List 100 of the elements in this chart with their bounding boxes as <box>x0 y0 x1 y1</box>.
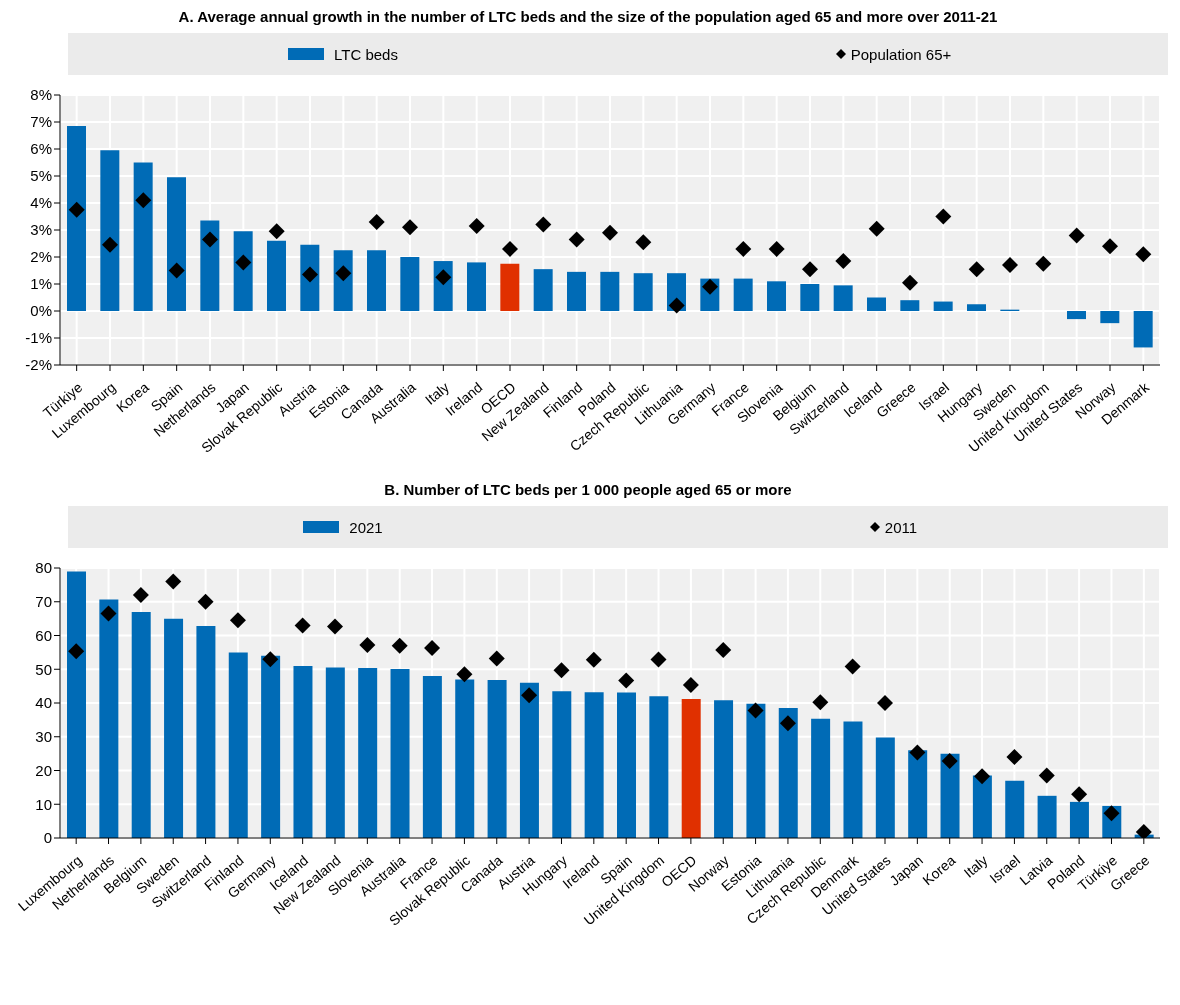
bar <box>196 626 216 838</box>
point <box>197 593 214 610</box>
bar <box>778 708 798 838</box>
point <box>568 231 585 248</box>
bar <box>1005 780 1025 838</box>
point <box>909 744 926 761</box>
point <box>535 216 552 233</box>
bar <box>767 281 786 311</box>
point <box>359 636 376 653</box>
bar <box>617 692 636 838</box>
point <box>424 639 441 656</box>
point <box>735 240 752 257</box>
chart-title: B. Number of LTC beds per 1 000 people aged 65 or more <box>383 481 793 498</box>
point <box>1068 227 1085 244</box>
bar <box>325 667 345 838</box>
bar <box>567 271 586 311</box>
bar <box>487 680 507 838</box>
y-tick-label: 7% <box>30 113 52 131</box>
point <box>902 274 918 291</box>
bar <box>908 750 928 838</box>
bar <box>933 301 953 311</box>
point <box>1135 823 1152 838</box>
point <box>585 651 602 668</box>
bar <box>972 775 992 838</box>
bar <box>467 262 486 311</box>
y-tick-label: 50 <box>35 660 52 678</box>
bar <box>940 753 960 838</box>
bar <box>233 231 253 311</box>
point <box>812 694 829 711</box>
y-tick-label: 3% <box>30 221 52 239</box>
y-tick-label: 1% <box>30 275 52 293</box>
point <box>68 643 85 660</box>
point <box>402 219 418 236</box>
bar <box>900 300 920 311</box>
y-tick-label: 4% <box>30 194 52 212</box>
bar <box>1069 801 1089 838</box>
y-tick-label: 2% <box>30 248 52 266</box>
bar <box>131 611 151 838</box>
y-tick-label: 30 <box>35 728 52 746</box>
y-tick-label: -2% <box>25 356 52 374</box>
y-tick-label: 60 <box>35 626 52 644</box>
point <box>68 201 85 218</box>
point <box>844 658 861 675</box>
bar <box>67 571 86 838</box>
point <box>135 192 152 209</box>
legend-label: 2011 <box>884 518 918 536</box>
point <box>468 217 485 234</box>
legend-label: LTC beds <box>334 45 398 63</box>
point <box>235 254 252 271</box>
bar <box>455 679 475 838</box>
point <box>618 672 635 689</box>
bar <box>649 696 669 838</box>
bar <box>367 250 386 311</box>
y-tick-label: 6% <box>30 140 52 158</box>
point <box>779 715 796 732</box>
bar <box>133 162 153 311</box>
bar <box>746 703 766 838</box>
y-tick-label: 40 <box>35 694 52 712</box>
point <box>974 768 991 785</box>
bar <box>833 285 853 311</box>
bar <box>733 278 753 311</box>
point <box>1006 749 1023 765</box>
bar <box>600 271 620 311</box>
point <box>262 651 279 668</box>
bar <box>584 692 604 838</box>
point <box>968 261 985 278</box>
bar <box>714 700 734 838</box>
point <box>165 573 182 590</box>
point <box>877 695 893 711</box>
chart-title: A. Average annual growth in the number of LTC beds and the size of the population aged 65 and more over 2011-21 <box>177 8 999 25</box>
point <box>553 662 570 679</box>
bar <box>99 599 119 838</box>
bar <box>633 273 653 311</box>
bar <box>400 257 420 311</box>
bar <box>967 304 986 311</box>
point <box>488 650 505 667</box>
point <box>100 605 117 622</box>
point <box>682 677 699 694</box>
bar <box>811 718 831 838</box>
bar <box>875 737 895 838</box>
bar <box>167 177 186 311</box>
y-tick-label: 0 <box>43 829 52 847</box>
legend-label: 2021 <box>349 518 383 536</box>
y-tick-label: 80 <box>35 559 52 577</box>
bar <box>293 665 313 838</box>
point <box>502 240 518 257</box>
bar <box>1067 311 1086 320</box>
bar <box>1100 311 1120 324</box>
y-tick-label: 20 <box>35 761 52 779</box>
bar <box>261 655 281 838</box>
point <box>802 261 818 278</box>
point <box>268 223 285 240</box>
bar <box>1037 795 1057 838</box>
y-tick-label: 8% <box>30 86 52 104</box>
point <box>1035 255 1052 272</box>
bar <box>67 126 86 311</box>
y-tick-label: 10 <box>35 795 52 813</box>
y-tick-label: -1% <box>25 329 52 347</box>
x-tick-label: Italy <box>960 852 991 881</box>
point <box>1038 767 1055 784</box>
